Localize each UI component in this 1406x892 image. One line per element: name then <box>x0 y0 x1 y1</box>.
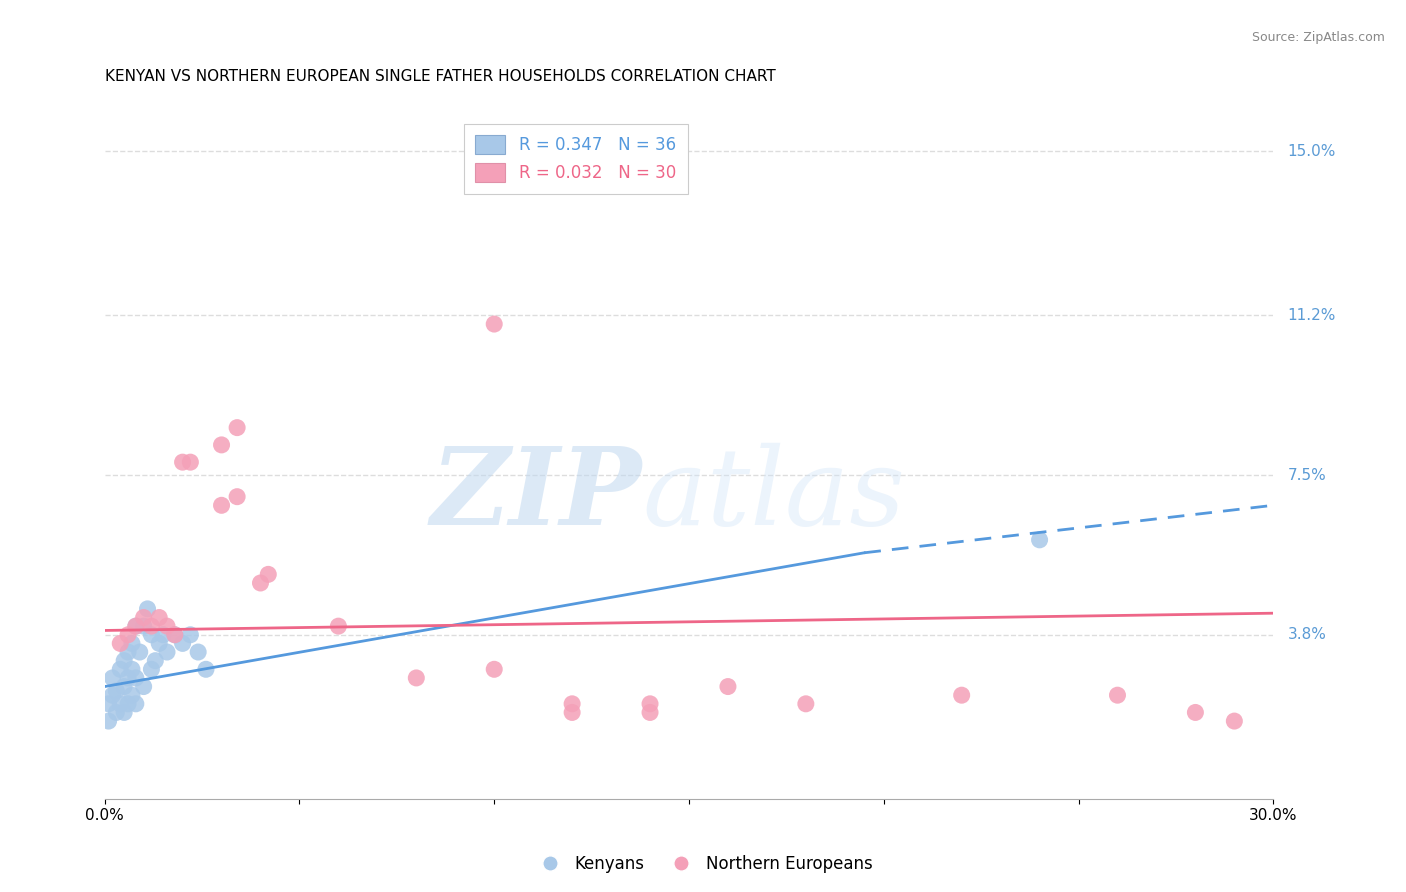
Point <box>132 610 155 624</box>
Point <box>163 628 186 642</box>
Point <box>117 645 139 659</box>
Text: atlas: atlas <box>643 442 905 548</box>
Point <box>105 684 128 698</box>
Point <box>194 662 217 676</box>
Point <box>97 714 120 728</box>
Text: Source: ZipAtlas.com: Source: ZipAtlas.com <box>1251 31 1385 45</box>
Point <box>638 706 661 720</box>
Point <box>405 671 427 685</box>
Point <box>141 628 163 642</box>
Text: 3.8%: 3.8% <box>1288 627 1326 642</box>
Point <box>794 697 817 711</box>
Point <box>484 662 506 676</box>
Point <box>112 654 135 668</box>
Point <box>110 697 132 711</box>
Point <box>226 490 249 504</box>
Point <box>141 619 163 633</box>
Point <box>249 576 271 591</box>
Point <box>717 680 740 694</box>
Point <box>179 455 201 469</box>
Point <box>179 628 201 642</box>
Point <box>110 662 132 676</box>
Point <box>125 671 148 685</box>
Point <box>117 628 139 642</box>
Point <box>211 498 233 512</box>
Text: 7.5%: 7.5% <box>1288 467 1326 483</box>
Text: KENYAN VS NORTHERN EUROPEAN SINGLE FATHER HOUSEHOLDS CORRELATION CHART: KENYAN VS NORTHERN EUROPEAN SINGLE FATHE… <box>104 69 776 84</box>
Point <box>1184 706 1206 720</box>
Point <box>101 688 124 702</box>
Point <box>172 455 194 469</box>
Point <box>148 636 170 650</box>
Point <box>97 697 120 711</box>
Point <box>484 317 506 331</box>
Text: 15.0%: 15.0% <box>1288 144 1336 159</box>
Point <box>125 619 148 633</box>
Point <box>121 688 143 702</box>
Point <box>561 697 583 711</box>
Point <box>128 645 150 659</box>
Point <box>1107 688 1129 702</box>
Point <box>112 706 135 720</box>
Point <box>136 602 159 616</box>
Point <box>950 688 973 702</box>
Point <box>172 636 194 650</box>
Point <box>117 697 139 711</box>
Text: ZIP: ZIP <box>430 442 643 548</box>
Point <box>561 706 583 720</box>
Point <box>156 619 179 633</box>
Point <box>638 697 661 711</box>
Point <box>226 420 249 434</box>
Point <box>101 671 124 685</box>
Point <box>1223 714 1246 728</box>
Point <box>117 671 139 685</box>
Legend: R = 0.347   N = 36, R = 0.032   N = 30: R = 0.347 N = 36, R = 0.032 N = 30 <box>464 123 688 194</box>
Point <box>105 706 128 720</box>
Point <box>132 680 155 694</box>
Point <box>112 680 135 694</box>
Point <box>163 628 186 642</box>
Legend: Kenyans, Northern Europeans: Kenyans, Northern Europeans <box>526 848 880 880</box>
Point <box>156 645 179 659</box>
Point <box>121 636 143 650</box>
Point <box>110 636 132 650</box>
Point <box>141 662 163 676</box>
Point <box>187 645 209 659</box>
Point <box>148 610 170 624</box>
Point <box>1028 533 1050 547</box>
Point <box>121 662 143 676</box>
Text: 11.2%: 11.2% <box>1288 308 1336 323</box>
Point <box>132 619 155 633</box>
Point <box>211 438 233 452</box>
Point <box>328 619 350 633</box>
Point <box>125 619 148 633</box>
Point <box>152 628 174 642</box>
Point <box>125 697 148 711</box>
Point <box>257 567 280 582</box>
Point <box>143 654 166 668</box>
